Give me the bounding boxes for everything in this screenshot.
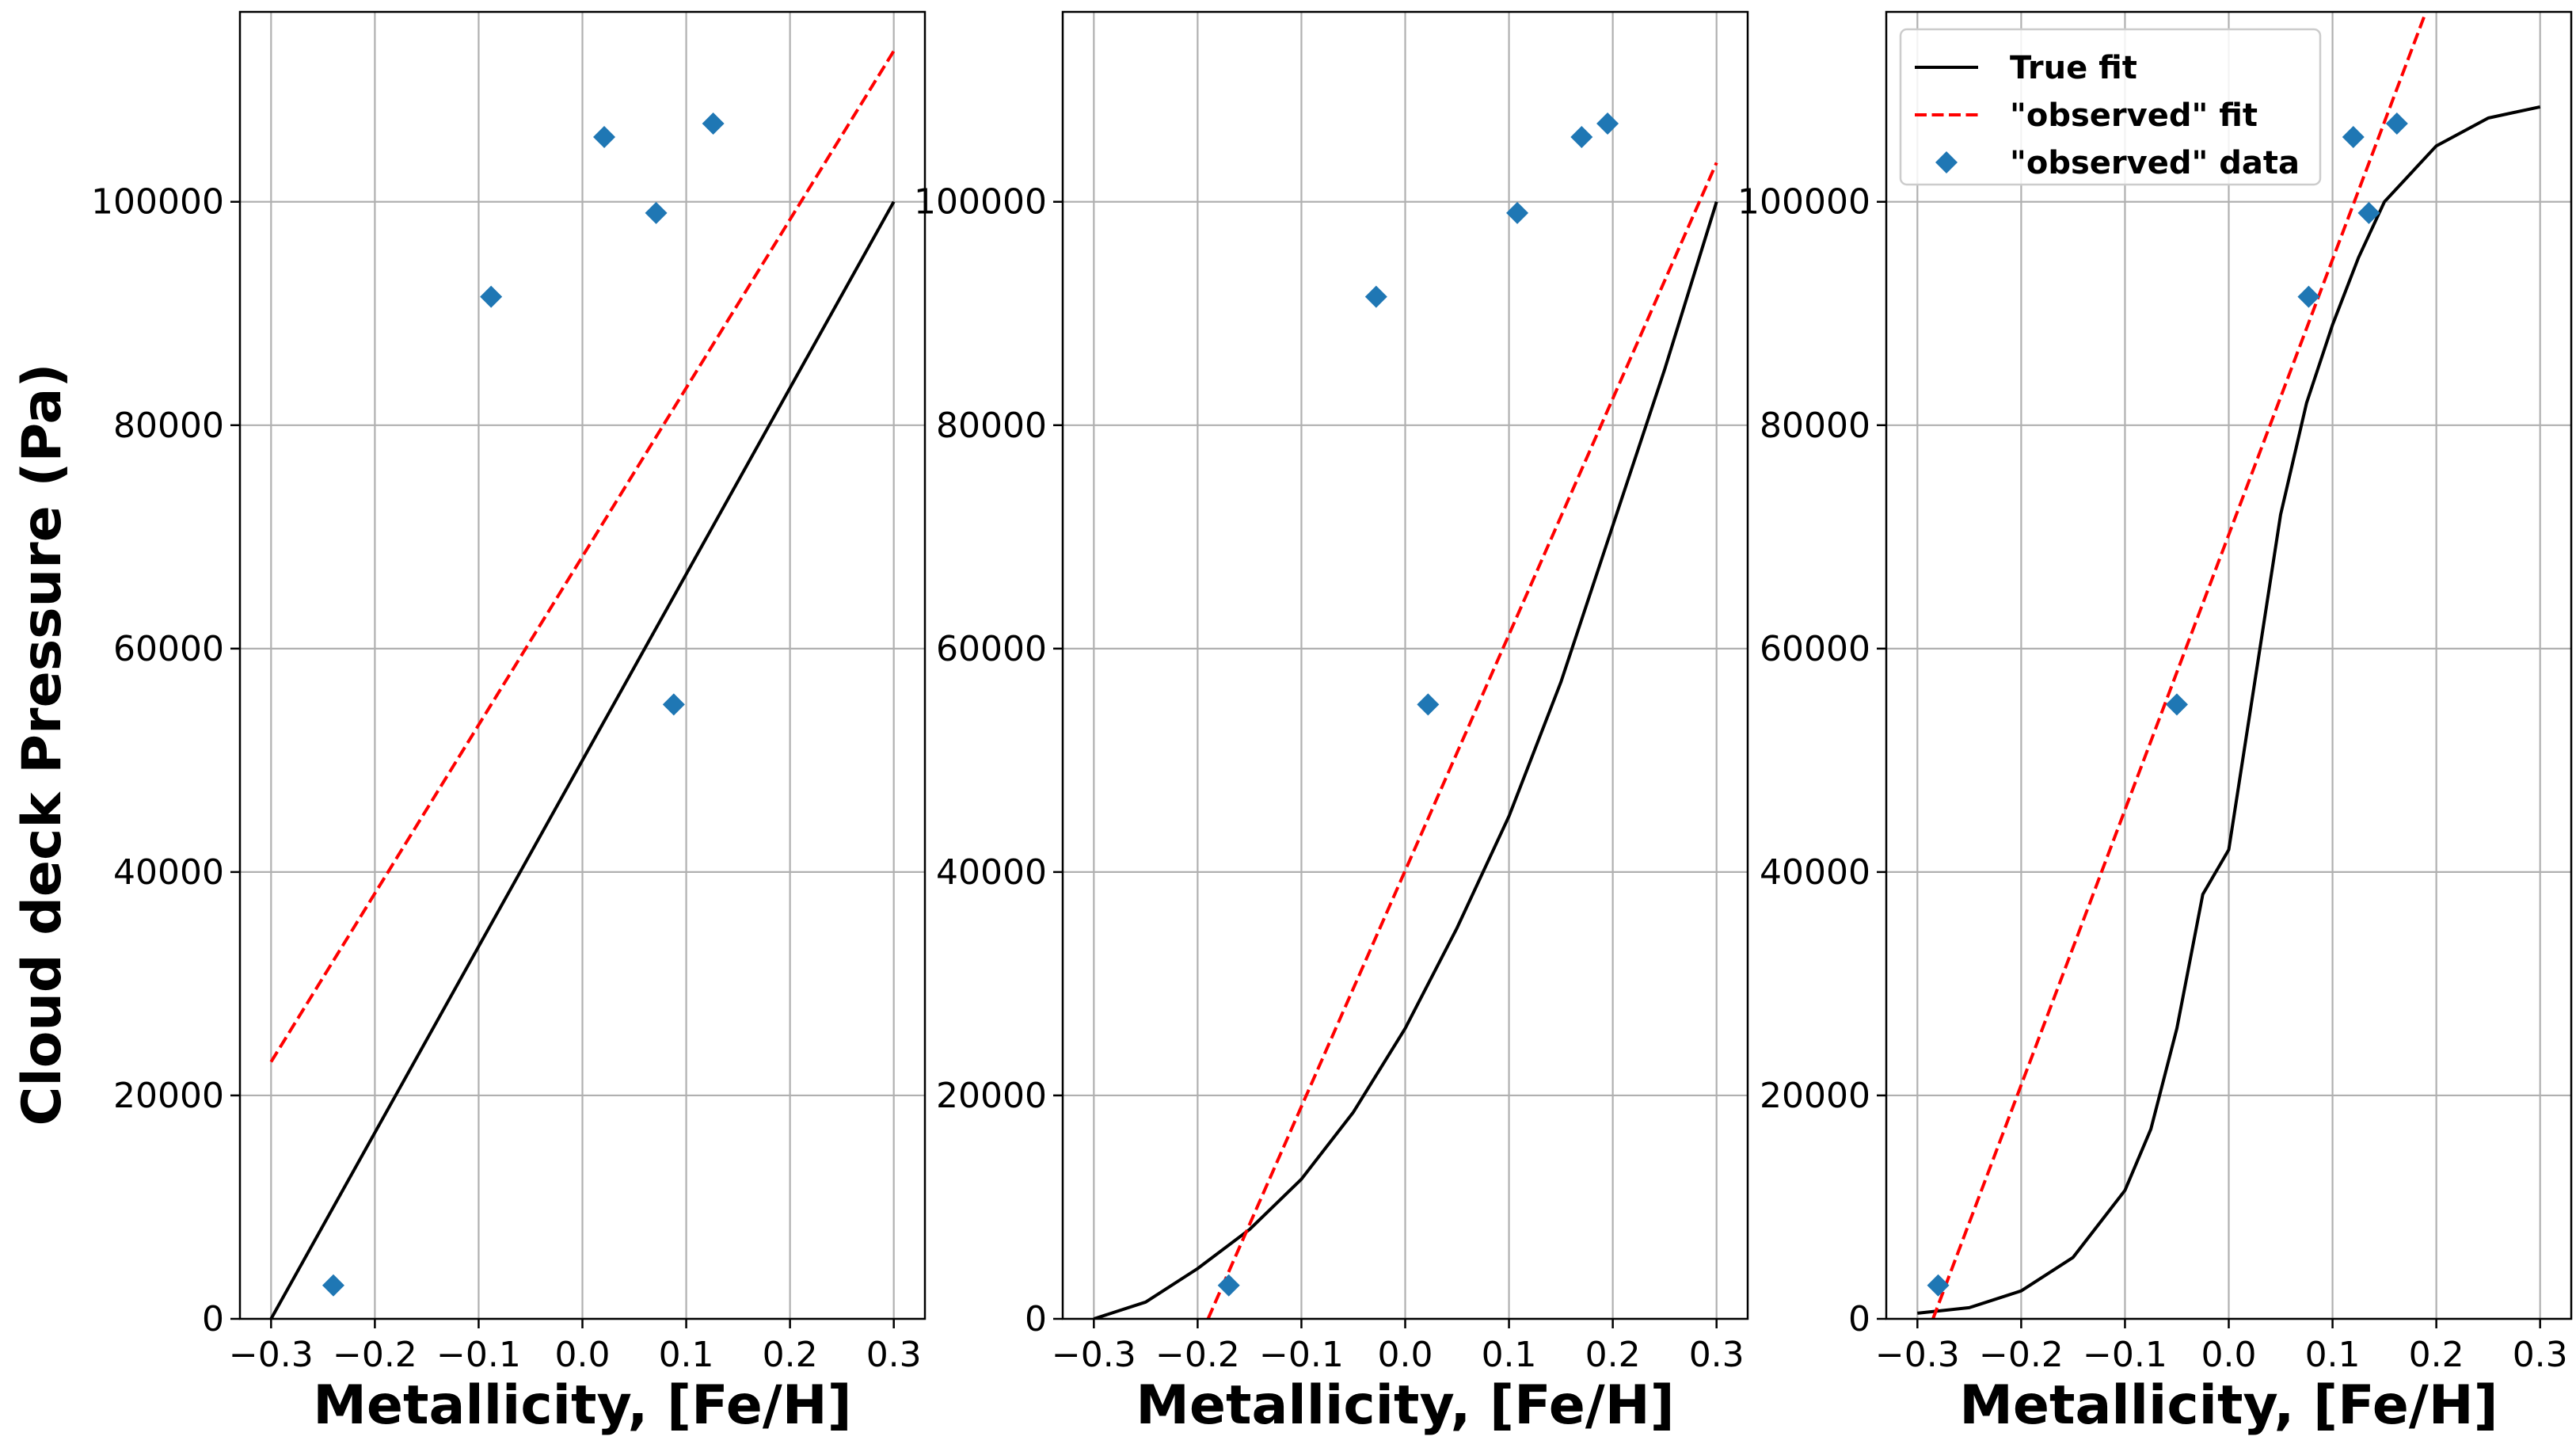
data-point <box>2342 125 2365 148</box>
data-point <box>702 112 725 135</box>
x-tick-label: 0.0 <box>1378 1335 1433 1375</box>
data-point <box>1364 285 1387 308</box>
data-point <box>645 201 668 224</box>
x-tick-label: −0.1 <box>2083 1335 2167 1375</box>
legend-entry-label: True fit <box>2010 50 2137 86</box>
y-tick-label: 0 <box>202 1299 224 1339</box>
x-tick-label: −0.3 <box>1052 1335 1136 1375</box>
true-fit-line <box>1917 105 2541 1315</box>
y-tick-label: 0 <box>1025 1299 1047 1339</box>
x-tick-label: 0.1 <box>659 1335 714 1375</box>
x-tick-label: −0.3 <box>229 1335 314 1375</box>
x-axis-label: Metallicity, [Fe/H] <box>1959 1374 2498 1437</box>
observed-fit-line <box>1206 162 1718 1319</box>
x-tick-label: 0.2 <box>1585 1335 1641 1375</box>
x-tick-label: −0.1 <box>1259 1335 1344 1375</box>
data-point <box>1506 201 1529 224</box>
data-point <box>322 1274 344 1297</box>
y-tick-label: 100000 <box>91 182 224 223</box>
legend-marker-swatch <box>1935 151 1958 173</box>
y-axis-label: Cloud deck Pressure (Pa) <box>11 364 74 1126</box>
subplot-1: −0.3 −0.2 −0.1 0.0 0.1 0.2 0.3 0 20000 40000 60000… <box>11 10 927 1437</box>
x-tick-label: 0.0 <box>2201 1335 2257 1375</box>
data-point <box>2165 693 2188 716</box>
data-point <box>1417 693 1440 716</box>
legend-entry-label: "observed" data <box>2010 145 2300 181</box>
x-tick-label: −0.2 <box>333 1335 417 1375</box>
y-tick-label: 20000 <box>113 1076 224 1116</box>
plot-series <box>269 50 896 1319</box>
x-tick-label: 0.1 <box>1482 1335 1537 1375</box>
y-tick-label: 60000 <box>113 629 224 669</box>
legend: True fit "observed" fit "observed" data <box>1899 28 2322 186</box>
observed-fit-line <box>269 50 896 1063</box>
x-tick-label: 0.3 <box>866 1335 922 1375</box>
x-tick-label: 0.2 <box>763 1335 818 1375</box>
y-tick-label: 60000 <box>936 629 1047 669</box>
data-point <box>1596 112 1619 135</box>
true-fit-line <box>269 200 896 1319</box>
data-point <box>1217 1274 1240 1297</box>
subplot-2: −0.3 −0.2 −0.1 0.0 0.1 0.2 0.3 0 20000 40000 60000… <box>914 10 1749 1437</box>
y-tick-label: 40000 <box>113 852 224 893</box>
x-tick-label: −0.3 <box>1875 1335 1960 1375</box>
x-axis-label: Metallicity, [Fe/H] <box>313 1374 852 1437</box>
x-tick-label: −0.2 <box>1979 1335 2064 1375</box>
y-tick-label: 40000 <box>936 852 1047 893</box>
legend-box <box>1899 28 2322 186</box>
data-point <box>1927 1274 1950 1297</box>
x-tick-label: 0.3 <box>2513 1335 2568 1375</box>
y-tick-label: 100000 <box>914 182 1047 223</box>
x-tick-label: 0.1 <box>2305 1335 2361 1375</box>
data-point <box>2357 201 2380 224</box>
x-tick-label: −0.1 <box>436 1335 521 1375</box>
data-point <box>593 125 616 148</box>
y-tick-label: 20000 <box>1760 1076 1870 1116</box>
y-tick-label: 80000 <box>113 406 224 446</box>
plot-series <box>1093 112 1718 1319</box>
legend-entry-label: "observed" fit <box>2010 97 2258 134</box>
y-tick-label: 20000 <box>936 1076 1047 1116</box>
y-tick-label: 60000 <box>1760 629 1870 669</box>
data-point <box>480 285 503 308</box>
true-fit-line <box>1093 201 1718 1319</box>
data-point <box>1570 125 1593 148</box>
data-point <box>662 693 685 716</box>
y-tick-label: 80000 <box>936 406 1047 446</box>
data-point <box>2385 112 2408 135</box>
x-axis-label: Metallicity, [Fe/H] <box>1136 1374 1675 1437</box>
plot-series <box>1917 12 2541 1319</box>
subplot-3: −0.3 −0.2 −0.1 0.0 0.1 0.2 0.3 0 20000 40000 60000… <box>1737 10 2573 1437</box>
x-tick-label: 0.0 <box>555 1335 611 1375</box>
observed-fit-line <box>1931 12 2428 1319</box>
y-tick-label: 40000 <box>1760 852 1870 893</box>
y-tick-label: 0 <box>1848 1299 1870 1339</box>
x-tick-label: −0.2 <box>1155 1335 1240 1375</box>
y-tick-label: 80000 <box>1760 406 1870 446</box>
x-tick-label: 0.3 <box>1689 1335 1745 1375</box>
x-tick-label: 0.2 <box>2409 1335 2464 1375</box>
data-point <box>2297 285 2320 308</box>
y-tick-label: 100000 <box>1737 182 1870 223</box>
